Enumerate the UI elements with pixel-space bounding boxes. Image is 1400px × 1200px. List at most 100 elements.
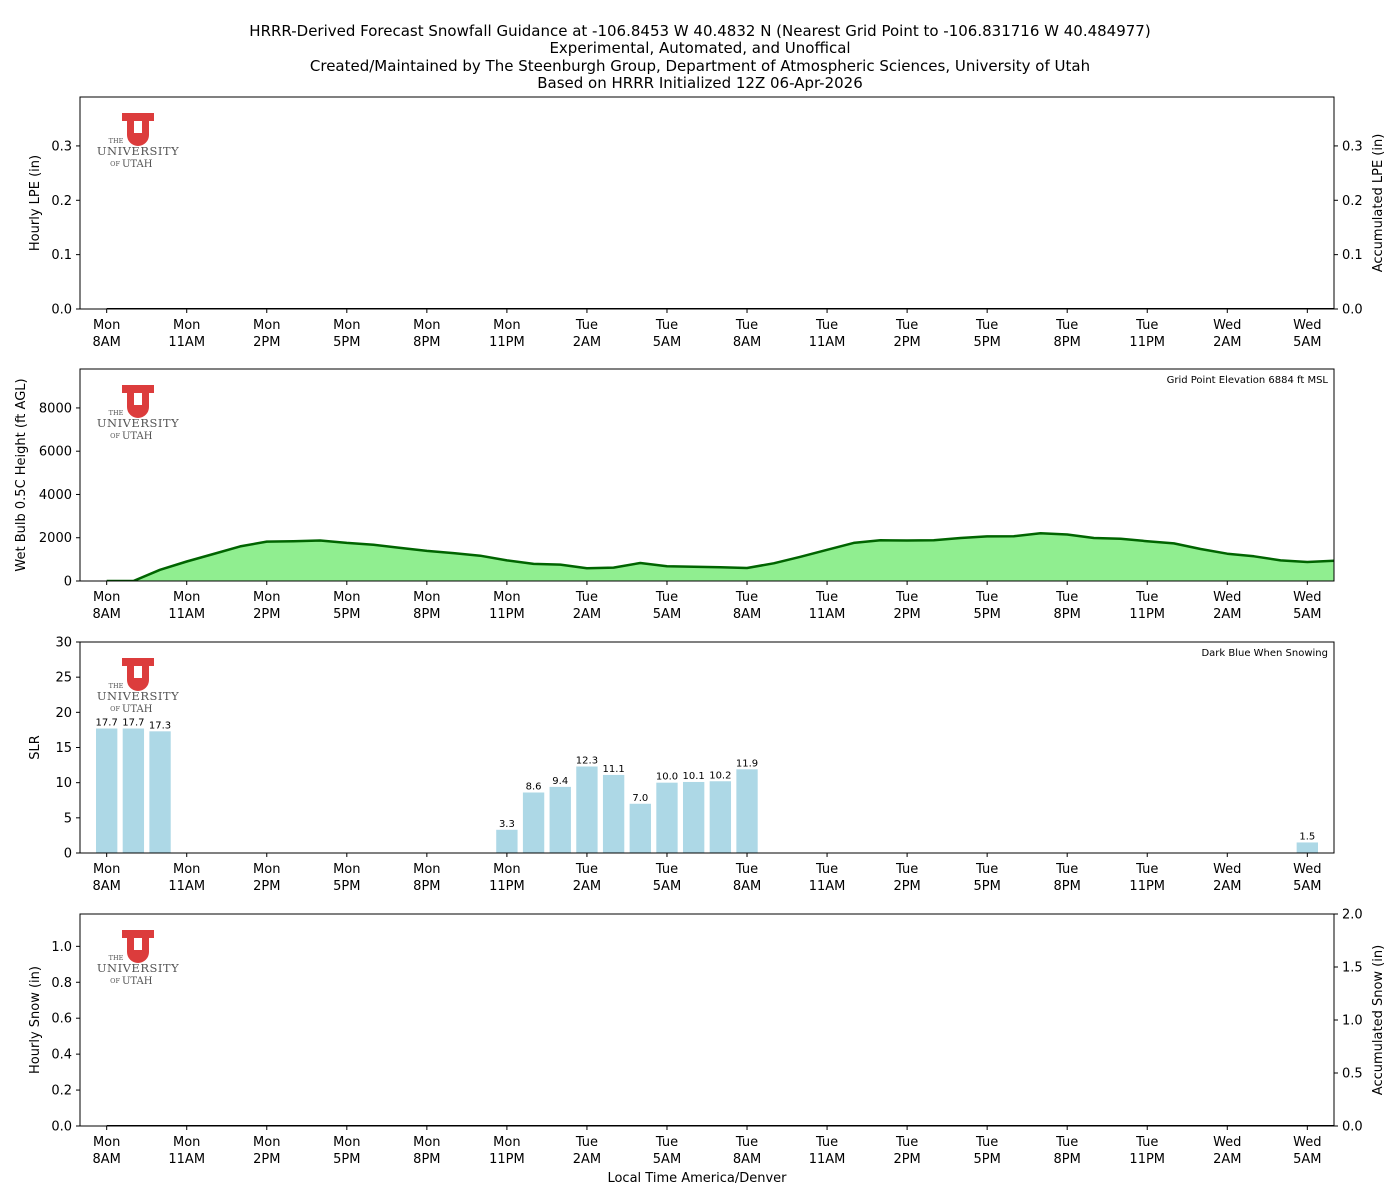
x-tick-label-day: Tue	[575, 862, 598, 877]
y-tick-label: 8000	[39, 401, 72, 416]
slr-bar	[549, 786, 571, 853]
x-tick-label-time: 2PM	[253, 879, 280, 894]
x-tick-label-day: Mon	[333, 862, 360, 877]
x-tick-label-day: Tue	[1055, 862, 1078, 877]
x-tick-label-time: 5PM	[333, 335, 360, 350]
x-tick-label-time: 2PM	[253, 607, 280, 622]
x-tick-label-time: 5AM	[653, 607, 681, 622]
y-tick-label: 30	[55, 636, 72, 651]
x-tick-label-time: 11PM	[1129, 879, 1165, 894]
slr-bar-label: 11.9	[736, 758, 758, 769]
x-tick-label-time: 5PM	[333, 879, 360, 894]
y-axis-label: Hourly LPE (in)	[28, 155, 43, 251]
x-tick-label-day: Tue	[815, 1135, 838, 1150]
x-tick-label-time: 11PM	[1129, 607, 1165, 622]
x-tick-label-time: 8AM	[733, 335, 761, 350]
x-tick-label-time: 11PM	[1129, 1152, 1165, 1167]
x-tick-label-day: Tue	[975, 318, 998, 333]
y-tick-label: 0.0	[51, 303, 72, 318]
slr-bar-label: 10.2	[709, 770, 731, 781]
y-axis-label: Wet Bulb 0.5C Height (ft AGL)	[14, 378, 29, 571]
slr-bar	[576, 766, 598, 853]
y-tick-label: 0.8	[51, 976, 72, 991]
slr-bar	[522, 792, 545, 853]
x-tick-label-time: 2AM	[573, 335, 601, 350]
figure-title: HRRR-Derived Forecast Snowfall Guidance …	[249, 22, 1150, 92]
logo-university: UNIVERSITY	[97, 961, 179, 975]
wet-bulb-line	[106, 531, 1334, 581]
x-tick-label-day: Mon	[253, 862, 280, 877]
x-tick-label-time: 11AM	[809, 879, 846, 894]
x-tick-label-time: 2AM	[1213, 335, 1241, 350]
slr-bar	[122, 728, 145, 853]
x-tick-label-day: Tue	[655, 862, 678, 877]
y-tick-label-right: 1.0	[1342, 1014, 1363, 1029]
x-tick-label-time: 2PM	[253, 1152, 280, 1167]
y-axis-label-right: Accumulated LPE (in)	[1371, 134, 1386, 273]
logo-the: THE	[109, 954, 124, 962]
x-tick-label-day: Mon	[253, 318, 280, 333]
slr-bar	[602, 774, 625, 853]
y-tick-label-right: 0.0	[1342, 1120, 1363, 1135]
x-tick-label-time: 11AM	[809, 607, 846, 622]
y-tick-label: 0	[64, 847, 72, 862]
y-tick-label-right: 1.5	[1342, 961, 1363, 976]
x-tick-label-day: Tue	[895, 1135, 918, 1150]
x-tick-label-time: 5PM	[973, 1152, 1000, 1167]
y-axis-label: Hourly Snow (in)	[28, 966, 43, 1074]
x-tick-label-day: Mon	[93, 590, 120, 605]
y-axis-left: 0.0 0.1 0.2 0.3	[51, 139, 80, 318]
slr-bar	[149, 731, 171, 853]
x-tick-label-time: 5PM	[973, 335, 1000, 350]
slr-bar-label: 17.7	[96, 718, 118, 729]
x-tick-label-day: Tue	[1135, 590, 1158, 605]
slr-bar	[496, 829, 518, 853]
x-tick-label-day: Mon	[93, 1135, 120, 1150]
logo-of: OF	[110, 705, 120, 713]
x-tick-label-time: 8PM	[413, 335, 440, 350]
x-tick-label-day: Tue	[575, 590, 598, 605]
y-tick-label: 0.6	[51, 1012, 72, 1027]
slr-bar-label: 3.3	[499, 819, 515, 830]
utah-u-bar	[127, 934, 149, 938]
x-tick-label-time: 11AM	[168, 1152, 205, 1167]
x-tick-label-day: Tue	[895, 862, 918, 877]
logo-the: THE	[109, 409, 124, 417]
x-tick-label-time: 8PM	[1054, 879, 1081, 894]
utah-u-notch	[134, 121, 142, 133]
slr-bar-label: 1.5	[1299, 831, 1315, 842]
x-tick-label-time: 2AM	[1213, 879, 1241, 894]
x-tick-label-time: 2AM	[573, 1152, 601, 1167]
x-tick-label-time: 2PM	[893, 607, 920, 622]
x-tick-label-day: Tue	[655, 590, 678, 605]
slr-bar-label: 9.4	[552, 776, 568, 787]
title-line-3: Created/Maintained by The Steenburgh Gro…	[310, 57, 1090, 75]
x-tick-label-time: 8PM	[413, 1152, 440, 1167]
y-tick-label: 5	[64, 811, 72, 826]
x-tick-label-day: Wed	[1293, 862, 1321, 877]
x-tick-label-day: Wed	[1213, 862, 1241, 877]
y-tick-label-right: 0.1	[1342, 248, 1363, 263]
y-tick-label-right: 0.5	[1342, 1067, 1363, 1082]
y-tick-label-right: 2.0	[1342, 908, 1363, 923]
x-tick-label-time: 2PM	[893, 879, 920, 894]
y-tick-label: 15	[55, 741, 72, 756]
logo-university: UNIVERSITY	[97, 689, 179, 703]
x-tick-label-day: Tue	[1135, 318, 1158, 333]
slr-bar	[736, 769, 758, 853]
x-tick-label-day: Mon	[253, 590, 280, 605]
x-tick-label-time: 5PM	[333, 1152, 360, 1167]
x-tick-label-time: 5AM	[1293, 1152, 1321, 1167]
x-tick-label-day: Wed	[1213, 590, 1241, 605]
x-tick-label-day: Tue	[575, 1135, 598, 1150]
x-tick-label-day: Tue	[735, 1135, 758, 1150]
x-tick-label-day: Mon	[173, 318, 200, 333]
x-tick-label-time: 2PM	[253, 335, 280, 350]
y-tick-label: 0.1	[51, 248, 72, 263]
x-tick-label-day: Mon	[493, 318, 520, 333]
x-tick-label-day: Tue	[735, 590, 758, 605]
slr-bar	[656, 782, 678, 853]
x-tick-label-time: 8PM	[413, 879, 440, 894]
